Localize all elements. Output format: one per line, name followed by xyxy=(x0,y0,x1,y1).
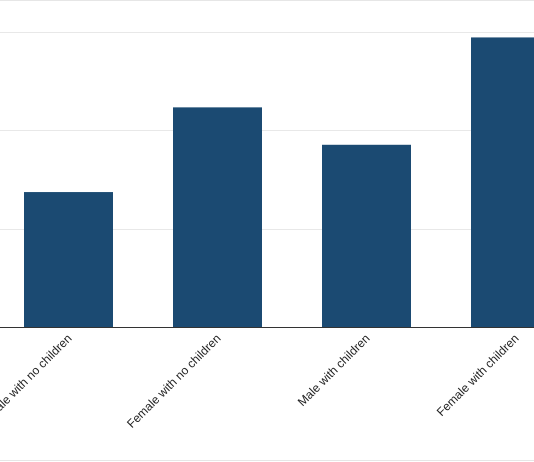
bar xyxy=(173,107,262,328)
bar xyxy=(322,144,411,327)
bar xyxy=(24,192,113,327)
bar xyxy=(471,37,534,328)
x-tick-label: Male with children xyxy=(295,331,373,409)
x-tick-label: Female with no children xyxy=(124,331,224,431)
x-tick-label: Female with children xyxy=(434,331,522,419)
x-tick-label: Male with no children xyxy=(0,331,75,421)
